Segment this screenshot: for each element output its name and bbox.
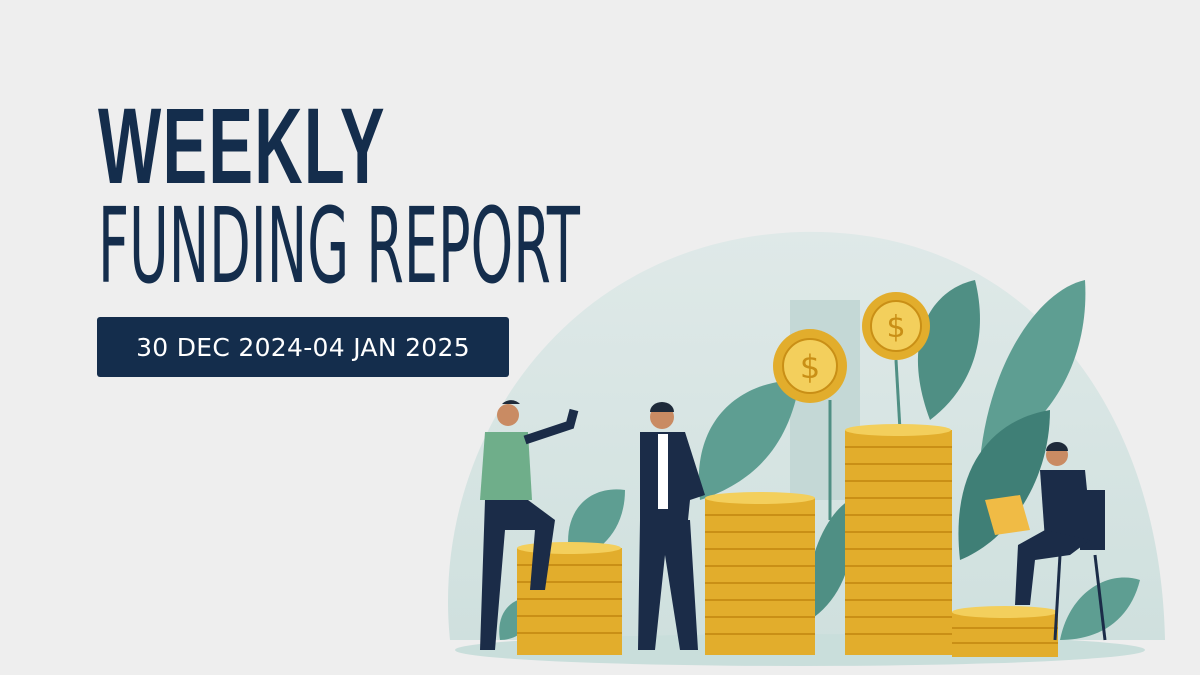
date-range-text: 30 DEC 2024-04 JAN 2025 — [136, 332, 470, 362]
leaves — [499, 280, 1140, 640]
svg-text:$: $ — [886, 310, 905, 345]
leaf — [698, 380, 800, 500]
coin-stack-3 — [845, 424, 952, 655]
leaf — [958, 410, 1050, 560]
leaf — [808, 500, 853, 620]
businessman-seated — [985, 442, 1107, 641]
title-funding-report: FUNDING REPORT — [98, 185, 580, 307]
businessman-pointing — [480, 400, 579, 650]
businessman-standing — [638, 402, 705, 650]
coin-stack-2 — [705, 492, 815, 655]
dollar-coin-icon: $ — [773, 329, 847, 403]
date-range-badge: 30 DEC 2024-04 JAN 2025 — [97, 317, 509, 377]
dollar-coin-icon: $ — [862, 292, 930, 360]
svg-text:$: $ — [800, 348, 820, 386]
leaf — [980, 280, 1086, 460]
title-weekly: WEEKLY — [98, 85, 386, 206]
leaf — [917, 280, 980, 420]
coin-stack-4 — [952, 606, 1058, 657]
